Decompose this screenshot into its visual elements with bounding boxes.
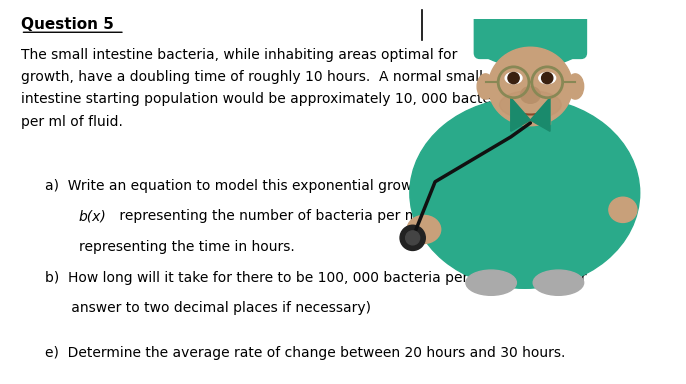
- Circle shape: [508, 73, 519, 84]
- Text: representing the time in hours.: representing the time in hours.: [79, 240, 295, 254]
- Circle shape: [405, 231, 420, 245]
- Bar: [511, 96, 550, 124]
- Text: a)  Write an equation to model this exponential growth, with: a) Write an equation to model this expon…: [45, 179, 464, 192]
- Ellipse shape: [521, 86, 540, 103]
- Ellipse shape: [477, 74, 494, 99]
- Ellipse shape: [567, 74, 584, 99]
- Ellipse shape: [488, 47, 572, 126]
- Ellipse shape: [499, 91, 561, 119]
- Text: b)  How long will it take for there to be 100, 000 bacteria per ml? (Round your: b) How long will it take for there to be…: [45, 271, 587, 285]
- Polygon shape: [511, 98, 530, 131]
- Text: representing the number of bacteria per ml and x: representing the number of bacteria per …: [115, 209, 466, 223]
- FancyBboxPatch shape: [474, 13, 587, 58]
- Text: The small intestine bacteria, while inhabiting areas optimal for
growth, have a : The small intestine bacteria, while inha…: [21, 48, 509, 129]
- Ellipse shape: [466, 270, 517, 295]
- Text: Question 5: Question 5: [21, 17, 113, 32]
- Ellipse shape: [609, 197, 637, 222]
- Circle shape: [400, 225, 425, 250]
- Polygon shape: [413, 146, 491, 238]
- Ellipse shape: [505, 73, 522, 84]
- Ellipse shape: [533, 270, 584, 295]
- Ellipse shape: [539, 73, 556, 84]
- Ellipse shape: [477, 22, 584, 67]
- Polygon shape: [567, 146, 631, 221]
- Ellipse shape: [410, 98, 640, 288]
- Text: e)  Determine the average rate of change between 20 hours and 30 hours.: e) Determine the average rate of change …: [45, 346, 565, 359]
- Circle shape: [542, 73, 553, 84]
- Text: b(x): b(x): [79, 209, 106, 223]
- Ellipse shape: [407, 215, 440, 243]
- Text: answer to two decimal places if necessary): answer to two decimal places if necessar…: [45, 301, 370, 315]
- Polygon shape: [530, 98, 550, 131]
